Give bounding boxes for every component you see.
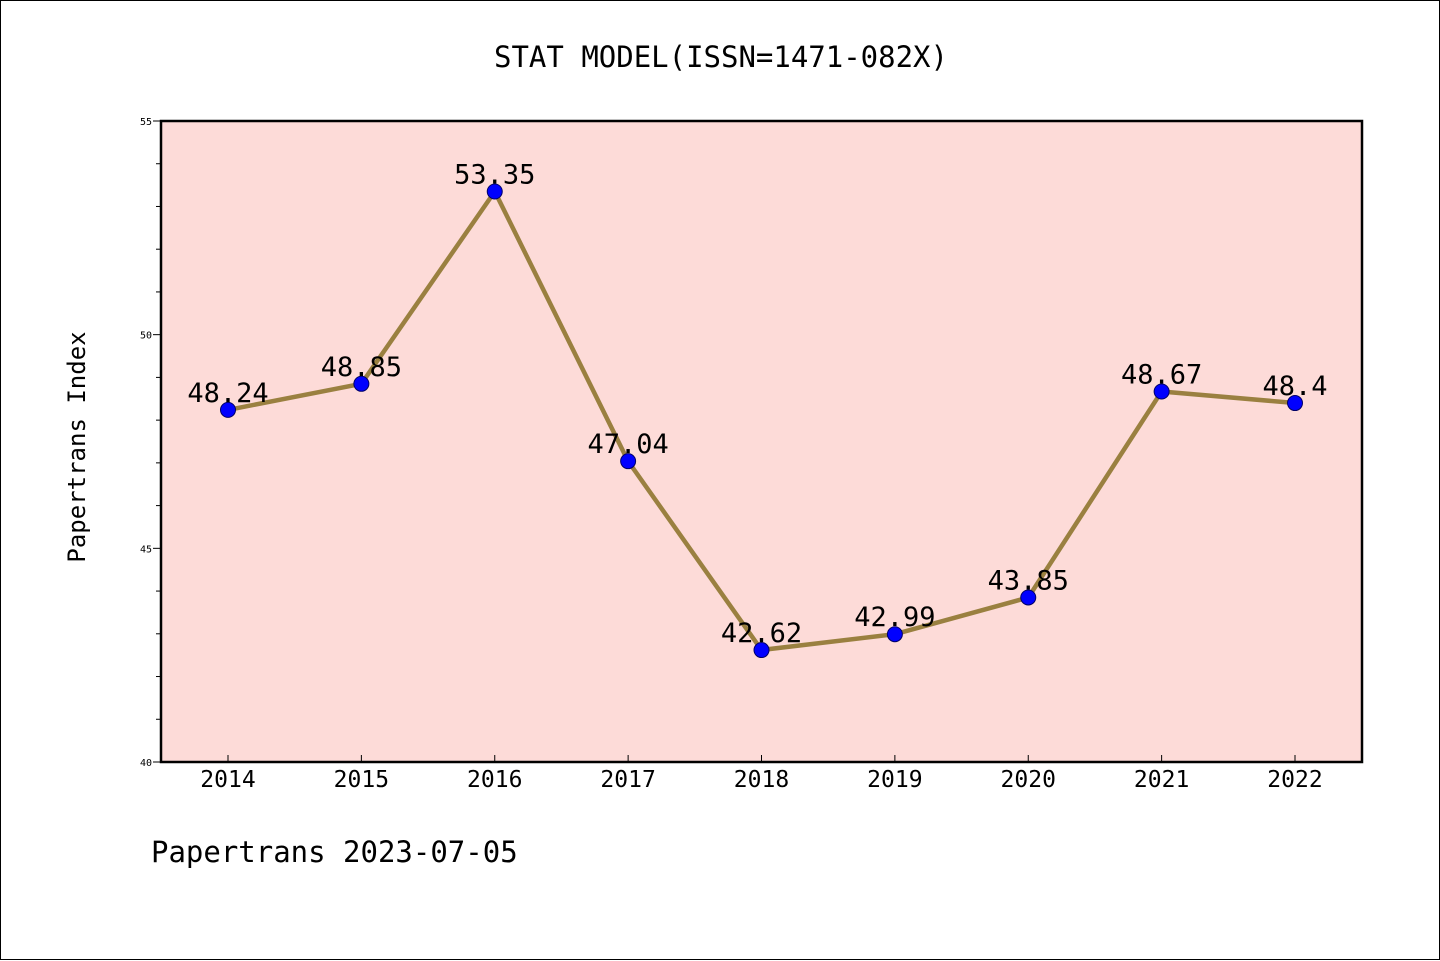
data-label: 48.4 xyxy=(1262,371,1327,402)
data-point xyxy=(753,642,770,659)
data-label: 53.35 xyxy=(454,160,535,191)
plot-border xyxy=(159,119,1364,764)
data-points xyxy=(220,183,1303,659)
data-point xyxy=(1287,395,1303,412)
data-label: 47.04 xyxy=(587,429,668,460)
x-tick-label: 2015 xyxy=(334,767,389,793)
y-axis-ticks: 40 45 50 55 xyxy=(140,117,161,769)
y-tick-label: 55 xyxy=(140,117,152,128)
data-label: 43.85 xyxy=(988,565,1069,596)
data-point xyxy=(886,626,903,643)
data-label: 48.24 xyxy=(187,378,268,409)
data-label: 42.99 xyxy=(854,602,935,633)
x-tick-label: 2017 xyxy=(600,767,655,793)
data-label: 42.62 xyxy=(721,618,802,649)
data-point xyxy=(1020,589,1037,606)
data-label: 48.67 xyxy=(1121,360,1202,391)
data-label: 48.85 xyxy=(321,352,402,383)
data-point xyxy=(486,183,503,200)
y-axis-label: Papertrans Index xyxy=(63,331,91,562)
x-tick-label: 2019 xyxy=(867,767,922,793)
plot-area xyxy=(161,121,1362,762)
x-tick-label: 2018 xyxy=(734,767,789,793)
data-point xyxy=(220,401,236,418)
footer-note: Papertrans 2023-07-05 xyxy=(151,835,518,869)
data-point xyxy=(353,375,370,392)
y-tick-label: 40 xyxy=(140,758,152,769)
x-tick-label: 2021 xyxy=(1134,767,1189,793)
data-point xyxy=(620,453,637,470)
x-tick-label: 2016 xyxy=(467,767,522,793)
x-tick-label: 2022 xyxy=(1267,767,1322,793)
x-tick-label: 2020 xyxy=(1001,767,1056,793)
x-tick-label: 2014 xyxy=(200,767,255,793)
data-labels: 48.24 48.85 53.35 47.04 42.62 42.99 43.85 48.67… xyxy=(187,160,1327,650)
y-tick-label: 50 xyxy=(140,331,152,342)
chart-title: STAT MODEL(ISSN=1471-082X) xyxy=(494,40,948,74)
y-tick-label: 45 xyxy=(140,544,152,555)
x-axis-ticks: 2014 2015 2016 2017 2018 2019 2020 2021 2022 xyxy=(200,755,1323,793)
data-point xyxy=(1153,383,1170,400)
